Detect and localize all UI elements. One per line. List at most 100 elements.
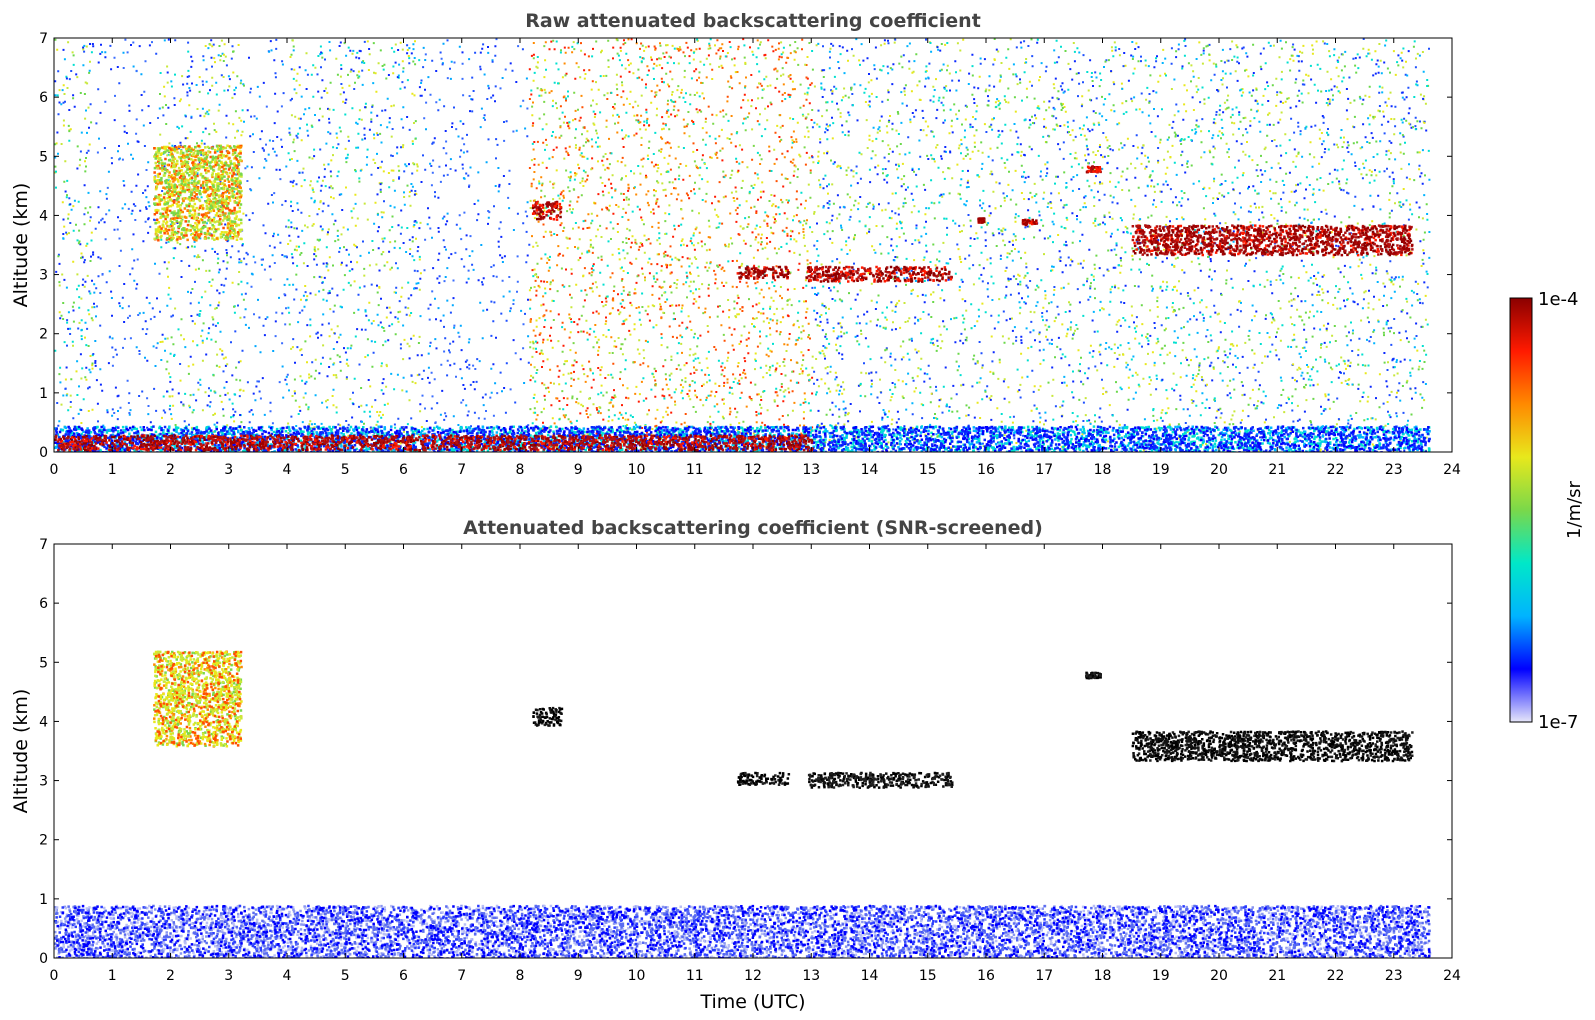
feature-cloud-layer bbox=[1131, 224, 1414, 257]
x-tick-label: 14 bbox=[861, 968, 879, 984]
noise-speckle bbox=[244, 49, 289, 452]
y-tick-label: 7 bbox=[39, 31, 48, 47]
x-axis-ticks: 0 1 2 3 4 5 6 7 8 9 10 11 12 13 14 15 16 17 18 19 20 21 22 23 24 bbox=[50, 38, 1461, 478]
x-tick-label: 5 bbox=[341, 968, 350, 984]
noise-speckle bbox=[812, 38, 1430, 452]
noise-segment bbox=[159, 38, 246, 451]
x-tick-label: 5 bbox=[341, 462, 350, 478]
feature-pixels bbox=[56, 425, 1431, 452]
feature-pixels bbox=[1022, 218, 1038, 227]
feature-pixels bbox=[54, 425, 1431, 452]
feature-pixels bbox=[805, 265, 953, 283]
noise-speckle bbox=[244, 38, 288, 452]
noise-speckle bbox=[56, 50, 92, 427]
feature-cloud bbox=[532, 706, 564, 727]
x-tick-label: 3 bbox=[224, 462, 233, 478]
x-tick-label: 23 bbox=[1385, 968, 1403, 984]
x-tick-label: 4 bbox=[283, 968, 292, 984]
x-tick-label: 18 bbox=[1094, 968, 1112, 984]
feature-pixels bbox=[1132, 730, 1413, 763]
noise-speckle bbox=[287, 45, 421, 449]
feature-pixels bbox=[1085, 672, 1102, 679]
x-tick-label: 21 bbox=[1268, 968, 1286, 984]
x-tick-label: 1 bbox=[108, 462, 117, 478]
feature-pixels bbox=[737, 772, 791, 786]
feature-cloud bbox=[807, 771, 954, 789]
noise-speckle bbox=[161, 38, 244, 445]
feature-pixels bbox=[1132, 730, 1414, 763]
noise-speckle bbox=[529, 38, 814, 452]
noise-segment bbox=[287, 39, 423, 452]
x-tick-label: 20 bbox=[1210, 462, 1228, 478]
noise-speckle bbox=[421, 39, 531, 431]
noise-segment bbox=[421, 38, 531, 452]
y-tick-label: 1 bbox=[39, 386, 48, 402]
x-tick-label: 19 bbox=[1152, 968, 1170, 984]
y-tick-label: 5 bbox=[39, 655, 48, 671]
x-tick-label: 0 bbox=[50, 968, 59, 984]
x-tick-label: 9 bbox=[574, 968, 583, 984]
feature-pixels bbox=[153, 650, 243, 748]
feature-cloud-layer bbox=[1131, 730, 1414, 763]
colorbar-min-label: 1e-7 bbox=[1538, 712, 1578, 733]
x-tick-label: 2 bbox=[166, 462, 175, 478]
feature-pixels bbox=[739, 771, 785, 786]
feature-cloud bbox=[1085, 165, 1102, 174]
feature-pixels bbox=[740, 265, 789, 280]
feature-pixels bbox=[59, 434, 812, 452]
y-tick-label: 0 bbox=[39, 445, 48, 461]
feature-ice-cloud bbox=[153, 144, 243, 242]
x-tick-label: 13 bbox=[802, 968, 820, 984]
noise-speckle bbox=[814, 39, 1428, 452]
feature-cloud bbox=[1085, 671, 1102, 680]
feature-pixels bbox=[1086, 166, 1102, 174]
y-tick-label: 2 bbox=[39, 833, 48, 849]
noise-segment bbox=[811, 38, 1431, 452]
noise-speckle bbox=[424, 45, 529, 450]
x-tick-label: 17 bbox=[1035, 462, 1053, 478]
y-axis-label: Altitude (km) bbox=[10, 183, 32, 308]
feature-cloud bbox=[736, 771, 791, 786]
noise-speckle bbox=[159, 39, 246, 448]
y-axis-ticks: 0 1 2 3 4 5 6 7 bbox=[39, 537, 1452, 967]
heatmap-area bbox=[54, 650, 1432, 958]
heatmap-area bbox=[54, 38, 1431, 452]
feature-pixels bbox=[153, 650, 243, 747]
x-tick-label: 22 bbox=[1327, 968, 1345, 984]
feature-pixels bbox=[532, 707, 564, 727]
feature-pixels bbox=[1132, 224, 1414, 257]
feature-pixels bbox=[153, 144, 243, 242]
x-axis-label: Time (UTC) bbox=[699, 991, 805, 1013]
x-tick-label: 19 bbox=[1152, 462, 1170, 478]
x-tick-label: 6 bbox=[399, 462, 408, 478]
feature-pixels bbox=[56, 904, 1431, 958]
x-tick-label: 14 bbox=[861, 462, 879, 478]
snr-screened-panel: Attenuated backscattering coefficient (S… bbox=[10, 517, 1461, 1013]
feature-pixels bbox=[533, 706, 563, 727]
noise-speckle bbox=[159, 50, 244, 445]
x-tick-label: 18 bbox=[1094, 462, 1112, 478]
feature-cloud bbox=[736, 265, 790, 280]
x-tick-label: 8 bbox=[516, 462, 525, 478]
x-tick-label: 16 bbox=[977, 968, 995, 984]
plot-frame bbox=[53, 543, 1453, 959]
noise-speckle bbox=[93, 51, 161, 452]
x-tick-label: 6 bbox=[399, 968, 408, 984]
noise-speckle bbox=[96, 38, 161, 439]
noise-speckle bbox=[54, 41, 94, 440]
colorbar: 1e-4 1e-7 1/m/sr bbox=[1509, 289, 1585, 733]
feature-pixels bbox=[54, 434, 814, 452]
noise-speckle bbox=[54, 38, 94, 452]
x-tick-label: 11 bbox=[686, 968, 704, 984]
feature-pixels bbox=[54, 904, 1431, 958]
x-tick-label: 15 bbox=[919, 968, 937, 984]
x-tick-label: 1 bbox=[108, 968, 117, 984]
x-tick-label: 10 bbox=[628, 462, 646, 478]
x-tick-label: 0 bbox=[50, 462, 59, 478]
y-axis-label: Altitude (km) bbox=[10, 689, 32, 814]
chart-title: Attenuated backscattering coefficient (S… bbox=[463, 517, 1043, 539]
noise-speckle bbox=[246, 40, 287, 452]
x-tick-label: 7 bbox=[457, 968, 466, 984]
x-tick-label: 11 bbox=[686, 462, 704, 478]
feature-ice-cloud bbox=[153, 650, 243, 748]
